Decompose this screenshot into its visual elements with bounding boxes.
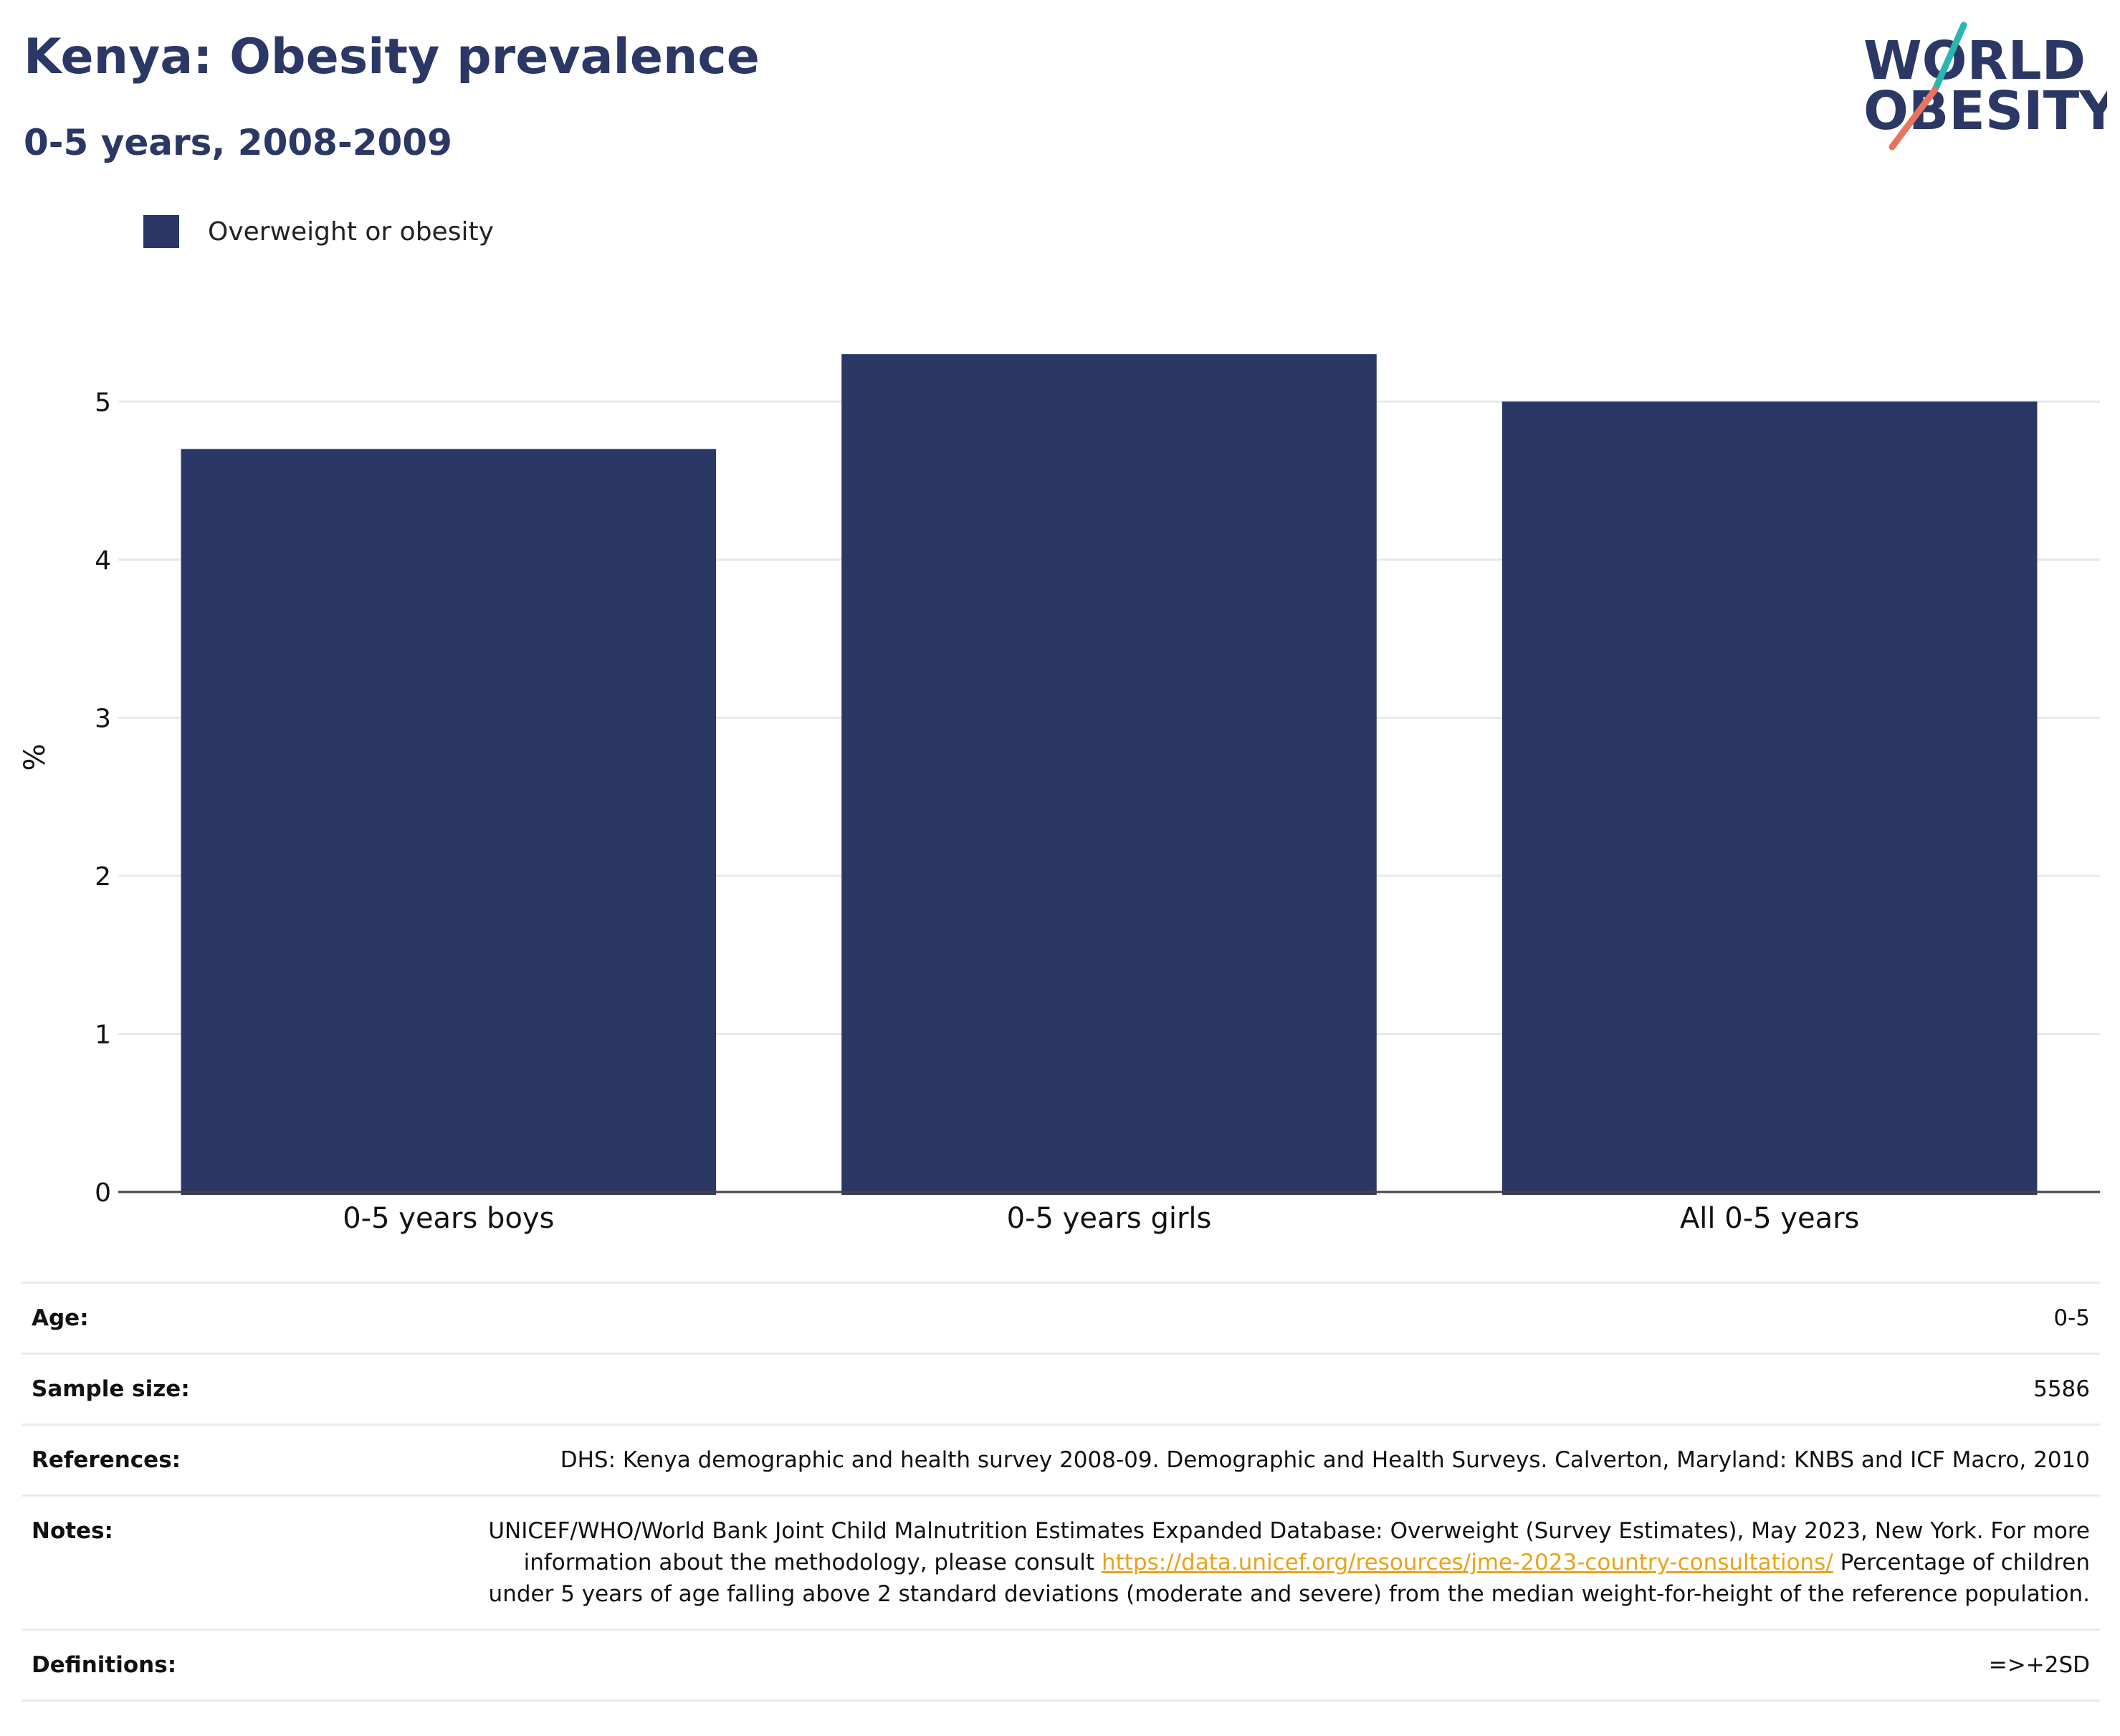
- info-row-notes: Notes: UNICEF/WHO/World Bank Joint Child…: [22, 1494, 2100, 1631]
- y-tick-label: 1: [95, 1020, 111, 1049]
- x-tick-label: 0-5 years boys: [343, 1202, 554, 1235]
- y-tick-label: 5: [95, 388, 111, 417]
- notes-link[interactable]: https://data.unicef.org/resources/jme-20…: [1101, 1550, 1833, 1575]
- info-key-references: References:: [22, 1423, 443, 1497]
- logo-slash-bottom: [1889, 86, 1939, 151]
- y-tick-label: 4: [95, 546, 111, 576]
- bars: [181, 354, 2038, 1195]
- legend-item-overweight-or-obesity[interactable]: Overweight or obesity: [143, 215, 494, 248]
- y-axis-label: %: [19, 743, 52, 771]
- info-key-age: Age:: [22, 1282, 443, 1355]
- y-tick-label: 3: [95, 704, 111, 733]
- y-tick-label: 0: [95, 1178, 111, 1208]
- legend-label: Overweight or obesity: [208, 216, 494, 247]
- y-axis-ticks: 0 1 2 3 4 5: [95, 388, 111, 1208]
- bar-chart: 0 1 2 3 4 5 0-5 years boys 0-5 years girls All …: [19, 354, 2100, 1235]
- chart-title: Kenya: Obesity prevalence: [24, 29, 760, 85]
- logo-line1: WORLD: [1863, 30, 2086, 92]
- logo-slash-top: [1932, 22, 1967, 93]
- chart-legend: Overweight or obesity: [143, 214, 494, 249]
- x-axis-ticks: 0-5 years boys 0-5 years girls All 0-5 yea…: [343, 1202, 1859, 1235]
- bar-2: [841, 354, 1377, 1195]
- info-key-notes: Notes:: [22, 1494, 443, 1631]
- notes-text-before: UNICEF/WHO/World Bank Joint Child Malnut…: [488, 1518, 2090, 1575]
- x-tick-label: All 0-5 years: [1680, 1202, 1859, 1235]
- info-table: Age: 0-5 Sample size: 5586 References: D…: [22, 1282, 2100, 1702]
- bar-3: [1501, 401, 2038, 1195]
- info-value-definitions: =>+2SD: [443, 1628, 2100, 1702]
- info-row-age: Age: 0-5: [22, 1282, 2100, 1355]
- info-value-references: DHS: Kenya demographic and health survey…: [443, 1423, 2100, 1497]
- info-row-definitions: Definitions: =>+2SD: [22, 1628, 2100, 1702]
- y-tick-label: 2: [95, 862, 111, 892]
- info-key-definitions: Definitions:: [22, 1628, 443, 1702]
- info-value-sample-size: 5586: [443, 1353, 2100, 1426]
- legend-swatch: [143, 215, 179, 248]
- info-value-age: 0-5: [443, 1282, 2100, 1355]
- x-tick-label: 0-5 years girls: [1007, 1202, 1212, 1235]
- world-obesity-logo[interactable]: WORLD OBESITY: [1863, 22, 2119, 154]
- info-row-references: References: DHS: Kenya demographic and h…: [22, 1423, 2100, 1497]
- info-value-notes: UNICEF/WHO/World Bank Joint Child Malnut…: [443, 1494, 2100, 1631]
- bar-1: [181, 449, 717, 1195]
- info-row-sample-size: Sample size: 5586: [22, 1353, 2100, 1426]
- notes-text-after: Percentage of children under 5 years of …: [488, 1550, 2090, 1607]
- chart-subtitle: 0-5 years, 2008-2009: [24, 122, 452, 163]
- world-obesity-logo-graphic: WORLD OBESITY: [1863, 22, 2119, 151]
- info-key-sample-size: Sample size:: [22, 1353, 443, 1426]
